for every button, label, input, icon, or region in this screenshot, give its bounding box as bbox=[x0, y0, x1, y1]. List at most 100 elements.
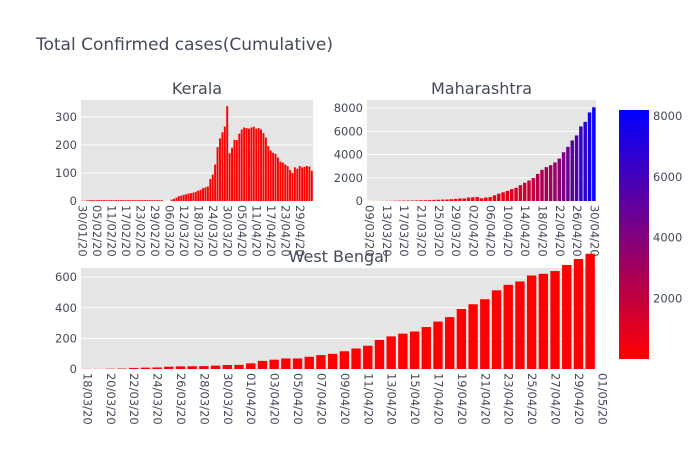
kerala-ytick-label: 300 bbox=[55, 110, 77, 124]
kerala-xtick-label: 30/01/20 bbox=[76, 205, 90, 257]
kerala-bar bbox=[226, 106, 229, 201]
west_bengal-bar bbox=[374, 339, 385, 369]
kerala-bar bbox=[86, 200, 89, 201]
maharashtra-bar bbox=[449, 199, 453, 201]
maharashtra-bar bbox=[466, 197, 471, 201]
maharashtra-bar bbox=[462, 198, 466, 201]
kerala-bar bbox=[298, 165, 301, 201]
maharashtra-bar bbox=[414, 200, 419, 201]
kerala-bar bbox=[189, 193, 192, 201]
maharashtra-bar bbox=[427, 200, 432, 201]
west_bengal-bar bbox=[164, 366, 174, 369]
maharashtra-bar bbox=[570, 140, 574, 201]
kerala-bar bbox=[93, 200, 96, 201]
maharashtra-ytick-label: 4000 bbox=[334, 148, 363, 162]
maharashtra-plot-area bbox=[367, 100, 596, 201]
kerala-bar bbox=[187, 193, 190, 201]
west_bengal-bar bbox=[269, 359, 279, 369]
west_bengal-xtick-label: 22/03/20 bbox=[127, 373, 141, 425]
maharashtra-bar bbox=[557, 158, 562, 201]
maharashtra-bar bbox=[471, 197, 475, 201]
kerala-bar bbox=[250, 127, 253, 201]
kerala-bar bbox=[303, 166, 306, 201]
west_bengal-ytick-label: 0 bbox=[70, 362, 77, 376]
west_bengal-xtick-label: 26/03/20 bbox=[174, 373, 188, 425]
kerala-bar bbox=[88, 200, 91, 201]
west_bengal-xtick-label: 18/03/20 bbox=[80, 373, 94, 425]
kerala-bar bbox=[129, 200, 132, 201]
west_bengal-xtick-label: 23/04/20 bbox=[502, 373, 516, 425]
maharashtra-bar bbox=[579, 126, 583, 201]
west_bengal-bar bbox=[409, 331, 420, 369]
kerala-xtick-label: 29/04/20 bbox=[293, 205, 307, 257]
kerala-bar bbox=[141, 200, 144, 201]
west_bengal-xtick-label: 20/03/20 bbox=[104, 373, 118, 425]
kerala-bar bbox=[255, 128, 258, 201]
kerala-bar bbox=[228, 153, 231, 201]
west_bengal-xtick-label: 11/04/20 bbox=[361, 373, 375, 425]
kerala-bar bbox=[281, 162, 284, 201]
kerala-bar bbox=[148, 200, 151, 201]
kerala-xtick-label: 29/02/20 bbox=[148, 205, 162, 257]
kerala-bar bbox=[182, 194, 185, 201]
maharashtra-bar bbox=[488, 197, 492, 201]
maharashtra-xtick-label: 10/04/20 bbox=[501, 205, 515, 257]
maharashtra-bar bbox=[497, 193, 501, 201]
west_bengal-title: West Bengal bbox=[289, 247, 389, 266]
kerala-bar bbox=[276, 157, 279, 201]
kerala-bar bbox=[279, 161, 282, 201]
kerala-ytick-label: 100 bbox=[55, 166, 77, 180]
maharashtra-xtick-label: 17/03/20 bbox=[397, 205, 411, 257]
maharashtra-bar bbox=[544, 167, 549, 201]
west_bengal-bar bbox=[445, 317, 455, 369]
west_bengal-bar bbox=[281, 358, 291, 369]
colorbar-tick-label: 8000 bbox=[653, 109, 682, 123]
kerala-bar bbox=[211, 174, 214, 201]
kerala-bar bbox=[272, 152, 275, 201]
kerala-bar bbox=[117, 200, 120, 201]
kerala-bar bbox=[180, 195, 183, 201]
kerala-bar bbox=[124, 200, 127, 201]
kerala-bar bbox=[100, 200, 103, 201]
west_bengal-bar bbox=[339, 351, 350, 369]
west_bengal-bar bbox=[128, 367, 139, 369]
maharashtra-bar bbox=[419, 200, 423, 201]
kerala-bar bbox=[218, 138, 221, 201]
kerala-xtick-label: 12/03/20 bbox=[177, 205, 191, 257]
maharashtra-bar bbox=[510, 189, 514, 201]
kerala-xtick-label: 17/04/20 bbox=[264, 205, 278, 257]
maharashtra-xtick-label: 14/04/20 bbox=[518, 205, 532, 257]
kerala-bar bbox=[194, 191, 197, 201]
kerala-bar bbox=[202, 188, 205, 201]
maharashtra-xtick-label: 21/03/20 bbox=[415, 205, 429, 257]
kerala-bar bbox=[192, 192, 195, 201]
colorbar: 2000 4000 6000 8000 bbox=[619, 109, 682, 359]
west_bengal-bar bbox=[526, 275, 537, 369]
west_bengal-bar bbox=[246, 363, 256, 369]
maharashtra-bar bbox=[436, 199, 441, 201]
maharashtra-bar bbox=[410, 200, 415, 201]
kerala-bar bbox=[139, 200, 142, 201]
kerala-bar bbox=[206, 186, 209, 201]
kerala-bar bbox=[102, 200, 105, 201]
west_bengal-bar bbox=[140, 367, 151, 369]
kerala-bar bbox=[223, 126, 226, 201]
maharashtra-xtick-label: 06/04/20 bbox=[484, 205, 498, 257]
west_bengal-xtick-label: 24/03/20 bbox=[151, 373, 165, 425]
kerala-bar bbox=[185, 194, 188, 201]
maharashtra-xtick-label: 18/04/20 bbox=[535, 205, 549, 257]
west_bengal-bar bbox=[175, 366, 186, 369]
maharashtra-xtick-label: 09/03/20 bbox=[363, 205, 377, 257]
kerala-bar bbox=[122, 200, 125, 201]
kerala-bar bbox=[216, 147, 219, 201]
maharashtra-bar bbox=[583, 121, 587, 201]
kerala-bar bbox=[284, 164, 287, 201]
kerala-xtick-label: 11/02/20 bbox=[105, 205, 119, 257]
maharashtra-ytick-label: 6000 bbox=[334, 124, 363, 138]
west_bengal-xtick-label: 01/05/20 bbox=[595, 373, 609, 425]
west_bengal-bar bbox=[515, 281, 525, 369]
kerala-bar bbox=[291, 172, 294, 201]
kerala-ytick-label: 200 bbox=[55, 138, 77, 152]
maharashtra-bar bbox=[492, 195, 497, 201]
